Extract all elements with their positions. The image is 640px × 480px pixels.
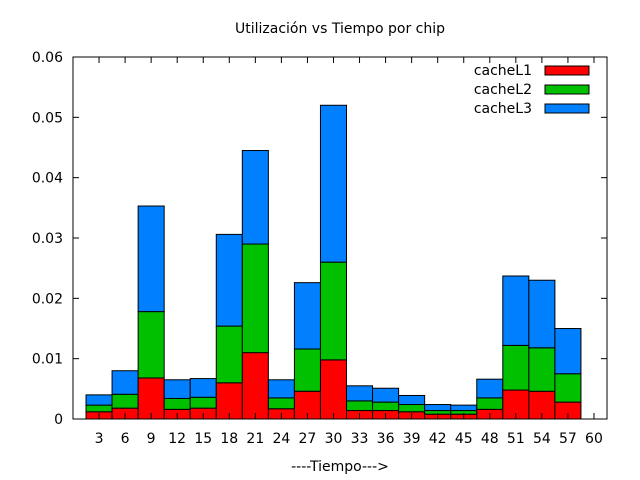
- bars-group: [85, 104, 582, 420]
- bar-cacheL3-57: [554, 328, 582, 375]
- x-tick-label: 60: [585, 431, 603, 447]
- bar-cacheL2-21: [241, 243, 269, 354]
- x-tick-label: 12: [168, 431, 186, 447]
- bar-cacheL1-9: [137, 377, 165, 420]
- bar-cacheL3-3: [85, 394, 113, 406]
- bar-cacheL2-15: [189, 396, 217, 409]
- y-axis-ticks: 0 0.01 0.02 0.03 0.04 0.05 0.06: [32, 50, 607, 428]
- chart-title: Utilización vs Tiempo por chip: [235, 21, 445, 37]
- y-tick-label: 0.05: [32, 110, 63, 126]
- bar-cacheL3-24: [267, 379, 295, 399]
- y-tick-label: 0.04: [32, 171, 63, 187]
- x-tick-label: 57: [559, 431, 577, 447]
- bar-cacheL3-45: [450, 404, 478, 412]
- bar-cacheL2-54: [528, 347, 556, 392]
- x-tick-label: 21: [246, 431, 264, 447]
- bar-cacheL2-57: [554, 373, 582, 403]
- bar-cacheL3-18: [215, 233, 243, 327]
- y-tick-label: 0.01: [32, 352, 63, 368]
- bar-cacheL3-21: [241, 150, 269, 245]
- bar-cacheL3-30: [319, 104, 348, 263]
- x-tick-label: 51: [507, 431, 525, 447]
- x-tick-label: 18: [220, 431, 238, 447]
- x-tick-label: 6: [121, 431, 130, 447]
- x-tick-label: 15: [194, 431, 212, 447]
- x-tick-label: 48: [481, 431, 499, 447]
- legend-swatch-cacheL3: [544, 103, 590, 114]
- x-tick-label: 24: [272, 431, 290, 447]
- bar-cacheL2-27: [293, 348, 321, 392]
- bar-cacheL2-6: [111, 393, 139, 409]
- x-tick-label: 27: [299, 431, 317, 447]
- bar-cacheL2-18: [215, 325, 243, 384]
- y-tick-label: 0.02: [32, 291, 63, 307]
- bar-cacheL3-42: [424, 404, 452, 412]
- bar-cacheL3-36: [372, 387, 400, 403]
- x-tick-label: 30: [325, 431, 343, 447]
- bar-cacheL2-24: [267, 397, 295, 410]
- bar-cacheL3-51: [502, 275, 530, 346]
- bar-cacheL3-12: [163, 379, 191, 399]
- x-tick-label: 33: [351, 431, 369, 447]
- bar-cacheL2-3: [85, 404, 113, 413]
- bar-cacheL3-6: [111, 370, 139, 395]
- x-axis-ticks: 3 6 9 12 15 18 21 24 27 30 33 36 39 42 45 48 51 54 57 60: [95, 57, 603, 447]
- y-tick-label: 0.06: [32, 50, 63, 66]
- x-tick-label: 45: [455, 431, 473, 447]
- bar-cacheL2-9: [137, 311, 165, 379]
- bar-cacheL3-39: [398, 394, 426, 406]
- y-tick-label: 0.03: [32, 231, 63, 247]
- x-tick-label: 39: [403, 431, 421, 447]
- bar-cacheL3-9: [137, 205, 165, 313]
- bar-cacheL1-30: [319, 359, 348, 420]
- bar-cacheL2-12: [163, 397, 191, 410]
- bar-cacheL3-27: [293, 282, 321, 350]
- bar-cacheL2-51: [502, 344, 530, 391]
- legend-swatch-cacheL2: [544, 84, 590, 95]
- bar-cacheL3-54: [528, 279, 556, 349]
- x-tick-label: 9: [147, 431, 156, 447]
- x-tick-label: 42: [429, 431, 447, 447]
- bar-cacheL1-21: [241, 352, 269, 420]
- bar-cacheL3-15: [189, 378, 217, 398]
- bar-cacheL3-33: [346, 385, 374, 402]
- y-tick-label: 0: [54, 412, 63, 428]
- legend-label-cacheL1: cacheL1: [474, 63, 532, 79]
- x-axis-label: ----Tiempo--->: [291, 459, 389, 475]
- legend: cacheL1 cacheL2 cacheL3: [474, 63, 590, 117]
- legend-label-cacheL2: cacheL2: [474, 82, 532, 98]
- legend-swatch-cacheL1: [544, 65, 590, 76]
- x-tick-label: 54: [533, 431, 551, 447]
- legend-label-cacheL3: cacheL3: [474, 101, 532, 117]
- bar-cacheL3-48: [476, 378, 504, 399]
- bar-cacheL2-39: [398, 404, 426, 413]
- x-tick-label: 36: [377, 431, 395, 447]
- bar-cacheL2-30: [319, 261, 348, 361]
- plot-frame: [72, 56, 608, 420]
- bar-cacheL2-36: [372, 401, 400, 412]
- x-tick-label: 3: [95, 431, 104, 447]
- bar-cacheL2-33: [346, 400, 374, 412]
- bar-cacheL2-48: [476, 397, 504, 410]
